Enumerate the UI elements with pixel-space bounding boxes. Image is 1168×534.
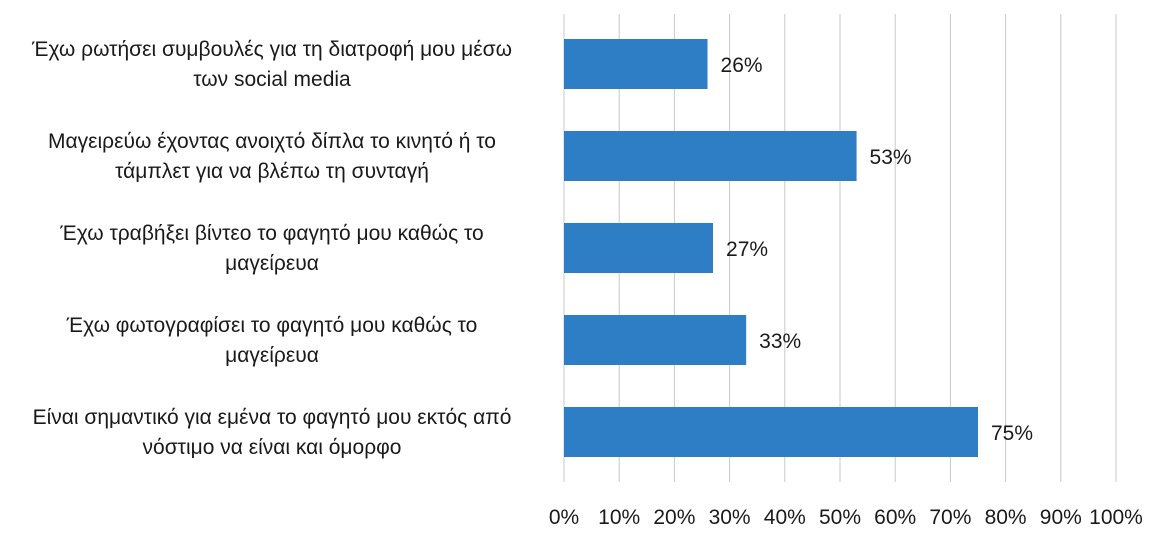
bars xyxy=(564,39,978,457)
x-tick-label: 100% xyxy=(1089,506,1143,529)
x-tick-label: 20% xyxy=(653,506,695,529)
category-label-line: μαγείρευα xyxy=(225,344,319,367)
data-label: 75% xyxy=(991,422,1033,445)
category-label-line: Έχω τραβήξει βίντεο το φαγητό μου καθώς … xyxy=(59,222,483,245)
data-label: 33% xyxy=(759,330,801,353)
data-label: 27% xyxy=(726,238,768,261)
data-label: 53% xyxy=(870,146,912,169)
x-tick-label: 60% xyxy=(874,506,916,529)
category-label-line: μαγείρευα xyxy=(225,252,319,275)
category-label-line: Μαγειρεύω έχοντας ανοιχτό δίπλα το κινητ… xyxy=(48,130,496,153)
category-label-line: Είναι σημαντικό για εμένα το φαγητό μου … xyxy=(33,406,512,429)
category-label: Μαγειρεύω έχοντας ανοιχτό δίπλα το κινητ… xyxy=(48,130,496,183)
x-tick-label: 10% xyxy=(598,506,640,529)
x-tick-label: 40% xyxy=(764,506,806,529)
bar xyxy=(564,315,747,365)
x-axis-ticks: 0% 10% 20% 30% 40% 50% 60% 70% 80% 90% 100% xyxy=(549,506,1143,529)
category-label: Έχω ρωτήσει συμβουλές για τη διατροφή μο… xyxy=(31,38,512,91)
x-tick-label: 50% xyxy=(819,506,861,529)
category-label-line: τάμπλετ για να βλέπω τη συνταγή xyxy=(115,160,429,183)
x-tick-label: 80% xyxy=(985,506,1027,529)
category-labels: Έχω ρωτήσει συμβουλές για τη διατροφή μο… xyxy=(31,38,512,459)
bar xyxy=(564,39,708,89)
category-label: Έχω τραβήξει βίντεο το φαγητό μου καθώς … xyxy=(59,222,483,275)
bar xyxy=(564,407,978,457)
category-label: Είναι σημαντικό για εμένα το φαγητό μου … xyxy=(33,406,512,459)
category-label-line: Έχω φωτογραφίσει το φαγητό μου καθώς το xyxy=(66,314,478,337)
data-label: 26% xyxy=(721,54,763,77)
grid xyxy=(563,14,1117,482)
category-label-line: Έχω ρωτήσει συμβουλές για τη διατροφή μο… xyxy=(31,38,512,61)
category-label-line: νόστιμο να είναι και όμορφο xyxy=(143,436,402,459)
category-label: Έχω φωτογραφίσει το φαγητό μου καθώς το μ… xyxy=(66,314,478,367)
bar xyxy=(564,223,714,273)
x-tick-label: 70% xyxy=(929,506,971,529)
x-tick-label: 30% xyxy=(709,506,751,529)
data-labels: 26% 53% 27% 33% 75% xyxy=(721,54,1034,445)
x-tick-label: 90% xyxy=(1040,506,1082,529)
bar xyxy=(564,131,857,181)
x-tick-label: 0% xyxy=(549,506,579,529)
category-label-line: των social media xyxy=(193,68,351,91)
